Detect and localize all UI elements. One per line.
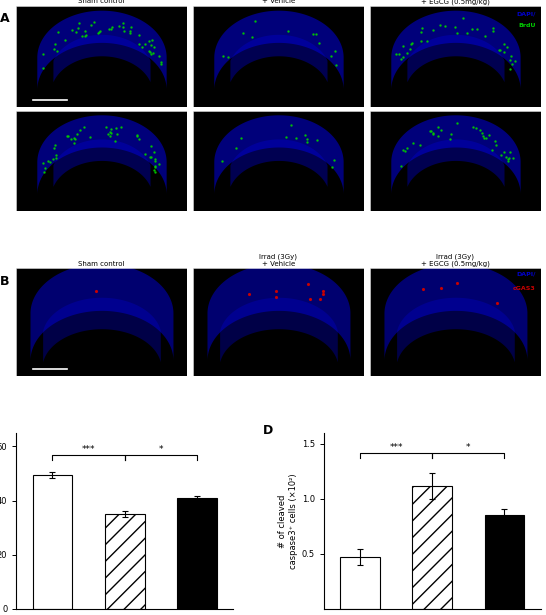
Title: Irrad (3Gy)
+ Vehicle: Irrad (3Gy) + Vehicle bbox=[259, 253, 298, 267]
Y-axis label: # of cleaved
caspase3⁺ cells (×10²): # of cleaved caspase3⁺ cells (×10²) bbox=[278, 473, 298, 569]
Text: D: D bbox=[263, 424, 274, 437]
Bar bbox=[340, 557, 380, 609]
Text: *: * bbox=[466, 443, 471, 452]
Bar bbox=[485, 515, 524, 609]
Bar bbox=[33, 475, 72, 609]
Title: Sham control: Sham control bbox=[78, 0, 124, 4]
Bar bbox=[105, 514, 145, 609]
Title: Irrad (3Gy)
+ Vehicle: Irrad (3Gy) + Vehicle bbox=[259, 0, 298, 4]
Title: Irrad (3Gy)
+ EGCG (0.5mg/kg): Irrad (3Gy) + EGCG (0.5mg/kg) bbox=[421, 253, 490, 267]
Text: A: A bbox=[0, 12, 10, 25]
Text: B: B bbox=[0, 274, 9, 288]
Text: cGAS3: cGAS3 bbox=[513, 285, 536, 291]
Title: Sham control: Sham control bbox=[78, 261, 124, 267]
Text: DAPI/: DAPI/ bbox=[516, 11, 536, 16]
Bar bbox=[177, 498, 217, 609]
Text: ***: *** bbox=[389, 443, 403, 452]
Text: ***: *** bbox=[82, 445, 96, 454]
Text: *: * bbox=[158, 445, 163, 454]
Text: DAPI/: DAPI/ bbox=[516, 272, 536, 277]
Text: BrdU: BrdU bbox=[518, 23, 536, 28]
Bar bbox=[412, 486, 452, 609]
Title: Irrad (3Gy)
+ EGCG (0.5mg/kg): Irrad (3Gy) + EGCG (0.5mg/kg) bbox=[421, 0, 490, 5]
